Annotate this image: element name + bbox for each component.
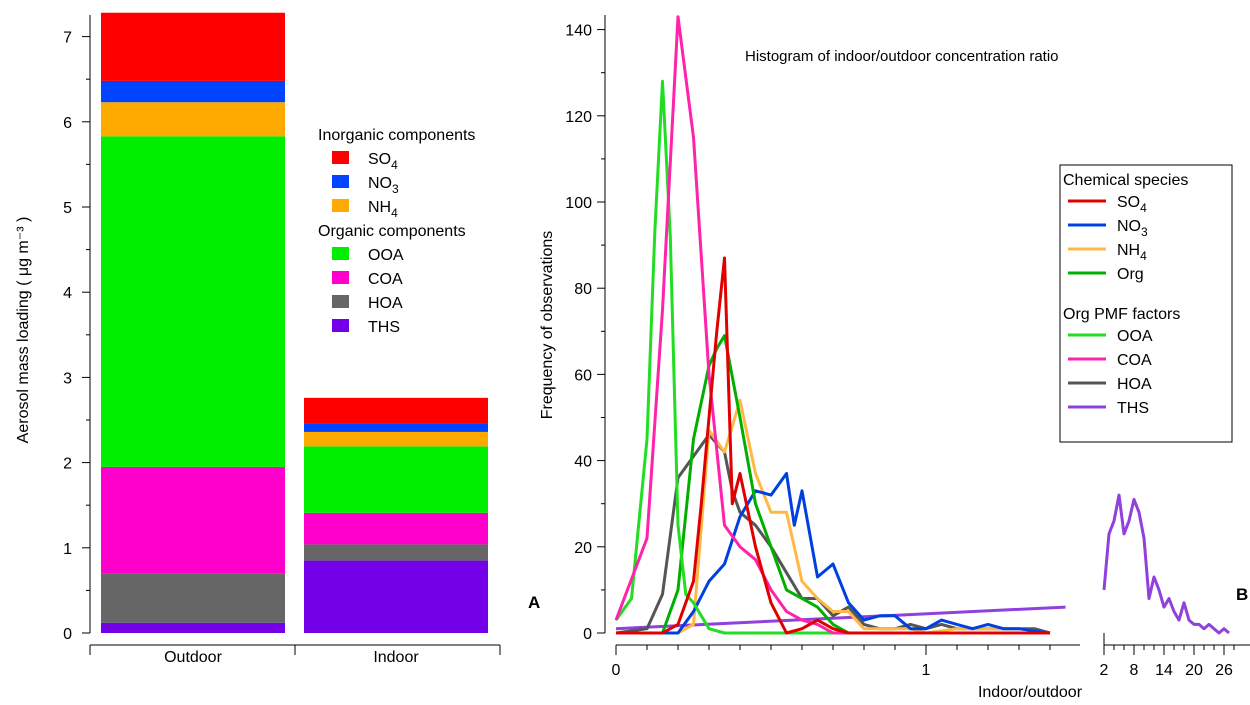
legend-label-so4: SO4 — [368, 151, 398, 172]
panel-a: 0 1 2 3 4 5 6 7 Outdoor Indoor Inorganic componen… — [15, 12, 540, 666]
y-tick-label: 1 — [63, 541, 72, 558]
legend-group-title: Inorganic components — [318, 127, 475, 144]
legend-label-ooa: OOA — [368, 247, 404, 264]
panel-a-axes: 0 1 2 3 4 5 6 7 Outdoor Indoor — [63, 15, 501, 666]
y-tick-label: 6 — [63, 115, 72, 132]
y-tick-label: 4 — [63, 285, 72, 302]
bar-outdoor-ths — [101, 622, 285, 633]
bar-indoor-hoa — [304, 544, 488, 561]
legend-swatch-ooa — [332, 247, 349, 260]
line-nh4 — [616, 398, 1051, 635]
legend-label-org: Org — [1117, 266, 1144, 283]
panel-b-title: Histogram of indoor/outdoor concentratio… — [745, 48, 1059, 65]
panel-a-legend: Inorganic components SO4 NO3 NH4 Organic com… — [318, 127, 475, 336]
bar-outdoor-ooa — [101, 136, 285, 467]
bar-outdoor-so4 — [101, 12, 285, 81]
legend-swatch-ths — [332, 319, 349, 332]
line-so4 — [616, 256, 1050, 635]
legend-label-no3: NO3 — [368, 175, 399, 196]
panel-b: 0 20 40 60 80 100 120 140 0 1 2 8 14 20 26 Chemical sp… — [539, 15, 1250, 701]
legend-group-title: Organic components — [318, 223, 466, 240]
y-tick-label: 40 — [574, 454, 592, 471]
legend-swatch-no3 — [332, 175, 349, 188]
bar-indoor-ths — [304, 560, 488, 633]
x-tick-label: 20 — [1185, 662, 1203, 679]
y-tick-label: 5 — [63, 200, 72, 217]
legend-label-ths: THS — [368, 319, 400, 336]
panel-a-ylabel: Aerosol mass loading ( μg m⁻³ ) — [15, 217, 32, 444]
legend-group-title: Chemical species — [1063, 172, 1188, 189]
bar-indoor-nh4 — [304, 431, 488, 447]
legend-label-coa: COA — [368, 271, 403, 288]
panel-b-axes: 0 20 40 60 80 100 120 140 0 1 2 8 14 20 26 — [565, 15, 1250, 679]
bar-indoor-so4 — [304, 397, 488, 424]
legend-swatch-nh4 — [332, 199, 349, 212]
panel-b-legend: Chemical species SO4 NO3 NH4 Org Org PMF fact… — [1059, 164, 1233, 443]
legend-group-title: Org PMF factors — [1063, 306, 1180, 323]
x-category-label: Outdoor — [164, 649, 222, 666]
y-tick-label: 120 — [565, 109, 592, 126]
x-tick-label: 14 — [1155, 662, 1173, 679]
legend-box — [1059, 164, 1233, 443]
y-tick-label: 2 — [63, 456, 72, 473]
legend-swatch-so4 — [332, 151, 349, 164]
legend-label-hoa: HOA — [368, 295, 403, 312]
legend-label-ths: THS — [1117, 400, 1149, 417]
y-tick-label: 7 — [63, 30, 72, 47]
legend-label-nh4: NH4 — [1117, 242, 1147, 263]
line-hoa — [615, 433, 1051, 635]
y-tick-label: 0 — [63, 626, 72, 643]
x-tick-label: 0 — [612, 662, 621, 679]
panel-b-xlabel: Indoor/outdoor — [978, 684, 1083, 701]
y-tick-label: 60 — [574, 367, 592, 384]
bar-outdoor-no3 — [101, 80, 285, 103]
x-tick-label: 1 — [922, 662, 931, 679]
y-tick-label: 140 — [565, 23, 592, 40]
line-ths-broken-axis — [1102, 493, 1230, 635]
y-tick-label: 20 — [574, 540, 592, 557]
legend-label-coa: COA — [1117, 352, 1152, 369]
line-org — [616, 334, 1050, 635]
bar-indoor-coa — [304, 512, 488, 545]
bar-outdoor-hoa — [101, 573, 285, 623]
x-tick-label: 8 — [1130, 662, 1139, 679]
legend-label-ooa: OOA — [1117, 328, 1153, 345]
x-tick-label: 2 — [1100, 662, 1109, 679]
y-tick-label: 3 — [63, 370, 72, 387]
legend-label-hoa: HOA — [1117, 376, 1152, 393]
bar-outdoor-coa — [101, 466, 285, 574]
bar-indoor-ooa — [304, 446, 488, 513]
panel-a-label: A — [528, 593, 540, 612]
y-tick-label: 0 — [583, 626, 592, 643]
legend-label-nh4: NH4 — [368, 199, 398, 220]
x-tick-label: 26 — [1215, 662, 1233, 679]
legend-label-no3: NO3 — [1117, 218, 1148, 239]
bar-outdoor-nh4 — [101, 102, 285, 137]
legend-label-so4: SO4 — [1117, 194, 1147, 215]
legend-swatch-coa — [332, 271, 349, 284]
line-no3 — [616, 472, 1051, 635]
y-tick-label: 100 — [565, 195, 592, 212]
panel-b-ylabel: Frequency of observations — [539, 231, 556, 420]
line-ooa — [614, 79, 1050, 635]
x-category-label: Indoor — [373, 649, 419, 666]
y-tick-label: 80 — [574, 281, 592, 298]
stacked-bars — [101, 12, 488, 633]
panel-b-label: B — [1236, 585, 1248, 604]
legend-swatch-hoa — [332, 295, 349, 308]
bar-indoor-no3 — [304, 423, 488, 432]
histogram-lines — [614, 15, 1230, 635]
